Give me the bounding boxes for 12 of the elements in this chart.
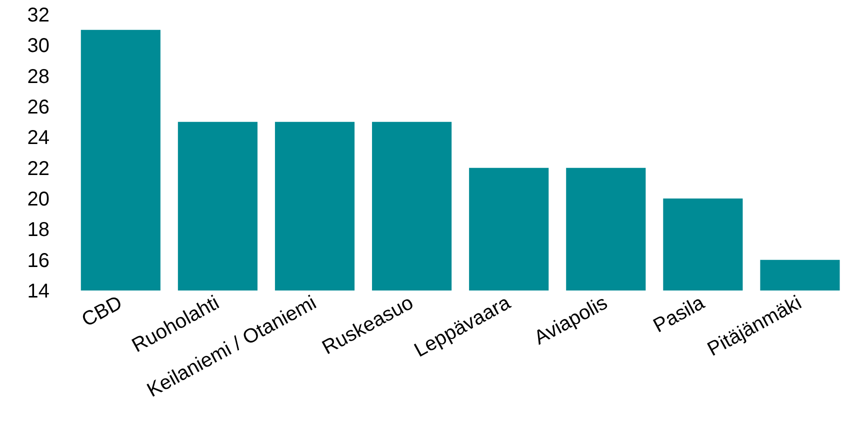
x-tick-label: Pasila (650, 291, 709, 338)
y-tick-label: 24 (27, 127, 50, 150)
y-tick-label: 16 (27, 250, 50, 272)
y-tick-label: 18 (27, 219, 50, 242)
y-tick-label: 30 (27, 35, 50, 58)
y-tick-label: 28 (27, 66, 50, 88)
y-tick-label: 26 (27, 96, 50, 118)
y-tick-label: 22 (27, 158, 50, 180)
x-tick-label: CBD (78, 292, 126, 332)
y-tick-label: 14 (27, 280, 50, 302)
y-tick-label: 20 (27, 188, 50, 210)
y-tick-label: 32 (27, 4, 50, 26)
